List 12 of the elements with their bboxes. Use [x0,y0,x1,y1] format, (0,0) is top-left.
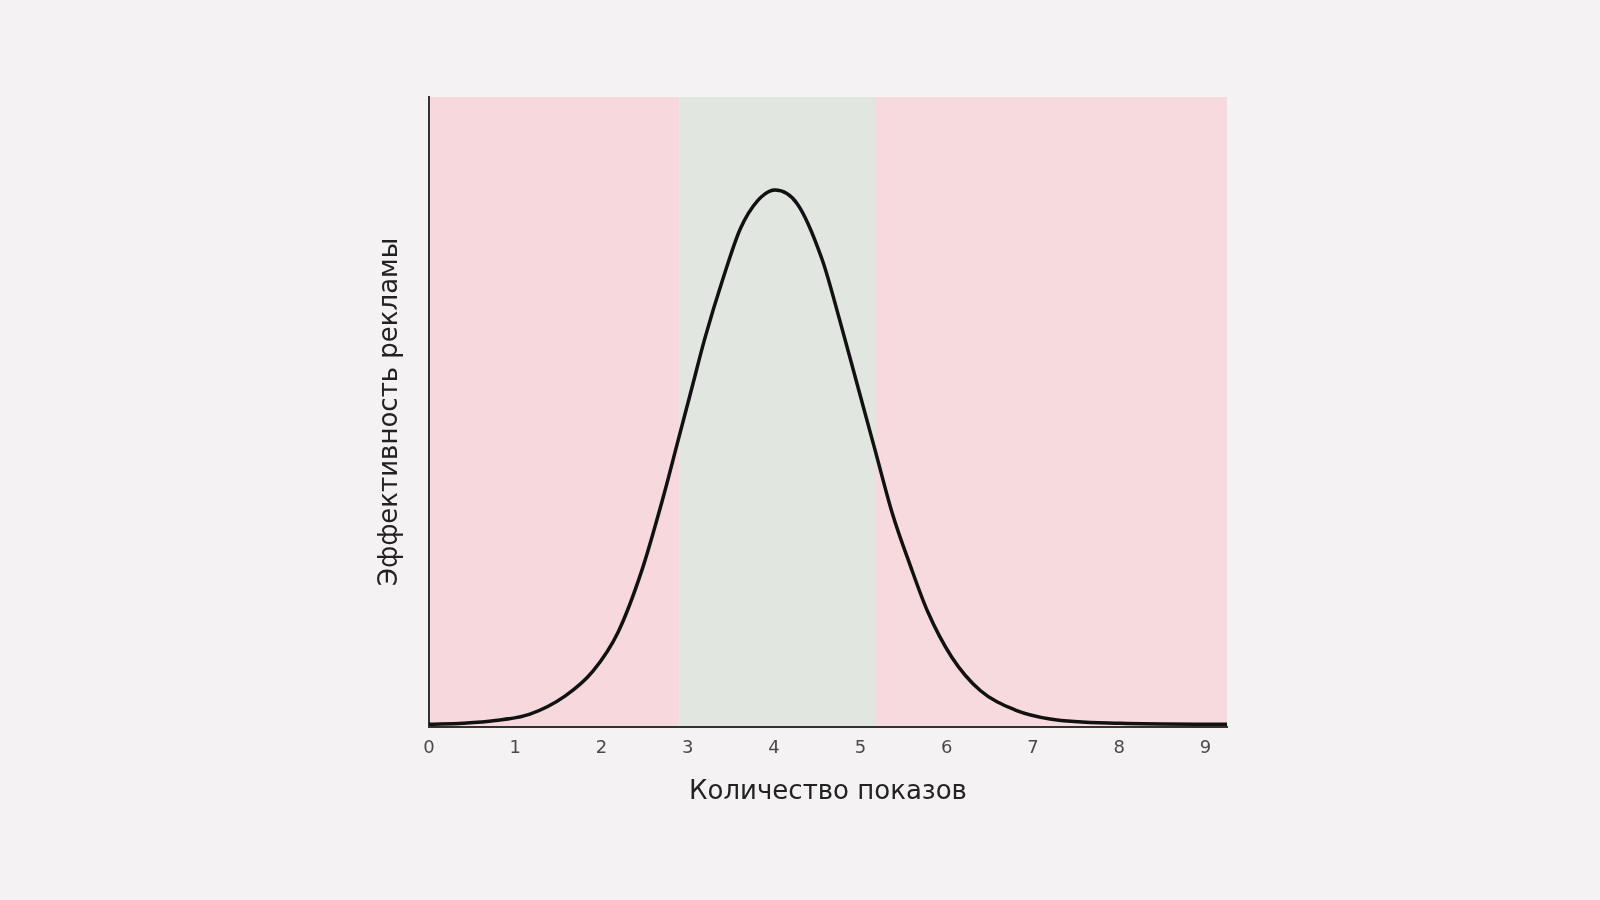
y-axis-title: Эффективность рекламы [373,237,404,587]
x-tick-label: 2 [595,736,608,758]
x-axis-title: Количество показов [689,775,967,806]
x-tick-label: 8 [1113,736,1125,758]
x-tick-label: 3 [682,736,694,758]
x-tick-label: 5 [854,736,867,758]
x-tick-label: 9 [1199,736,1212,758]
x-tick-label: 4 [768,736,780,758]
x-tick-label: 0 [423,736,435,758]
x-tick-label: 7 [1027,736,1039,758]
x-tick-label: 6 [940,736,953,758]
x-tick-label: 1 [509,736,521,758]
